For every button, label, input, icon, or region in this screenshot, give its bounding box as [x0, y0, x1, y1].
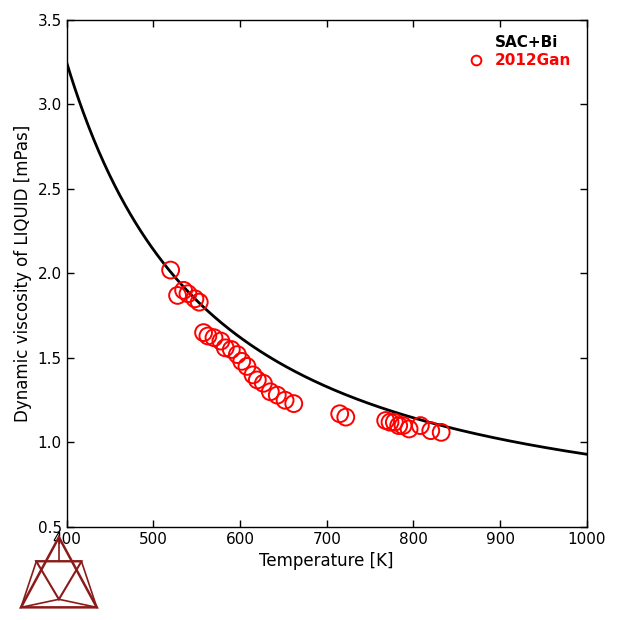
Point: [226, 345, 236, 355]
Point: [232, 350, 242, 360]
Point: [242, 361, 252, 371]
Point: [335, 409, 345, 419]
Point: [194, 297, 204, 307]
Point: [183, 289, 193, 299]
Point: [385, 417, 395, 427]
Y-axis label: Dynamic viscosity of LIQUID [mPas]: Dynamic viscosity of LIQUID [mPas]: [14, 125, 32, 422]
Point: [289, 399, 299, 409]
Point: [404, 424, 414, 434]
Point: [272, 390, 282, 400]
Legend: SAC+Bi, 2012Gan: SAC+Bi, 2012Gan: [457, 27, 579, 76]
Point: [398, 420, 408, 430]
Point: [394, 420, 404, 430]
Point: [381, 415, 391, 425]
Point: [341, 412, 351, 422]
Point: [198, 327, 208, 337]
Point: [426, 426, 436, 436]
Point: [436, 427, 446, 437]
Point: [209, 333, 219, 343]
Point: [203, 331, 213, 341]
Point: [389, 417, 399, 427]
Point: [179, 285, 188, 295]
Point: [265, 387, 275, 397]
Point: [237, 356, 247, 366]
Point: [415, 420, 425, 430]
Point: [252, 375, 262, 385]
Point: [216, 336, 226, 346]
X-axis label: Temperature [K]: Temperature [K]: [259, 552, 394, 570]
Point: [248, 370, 258, 380]
Point: [220, 343, 230, 353]
Point: [190, 294, 200, 304]
Point: [259, 378, 268, 388]
Point: [172, 290, 182, 300]
Point: [280, 396, 290, 405]
Point: [166, 265, 175, 275]
